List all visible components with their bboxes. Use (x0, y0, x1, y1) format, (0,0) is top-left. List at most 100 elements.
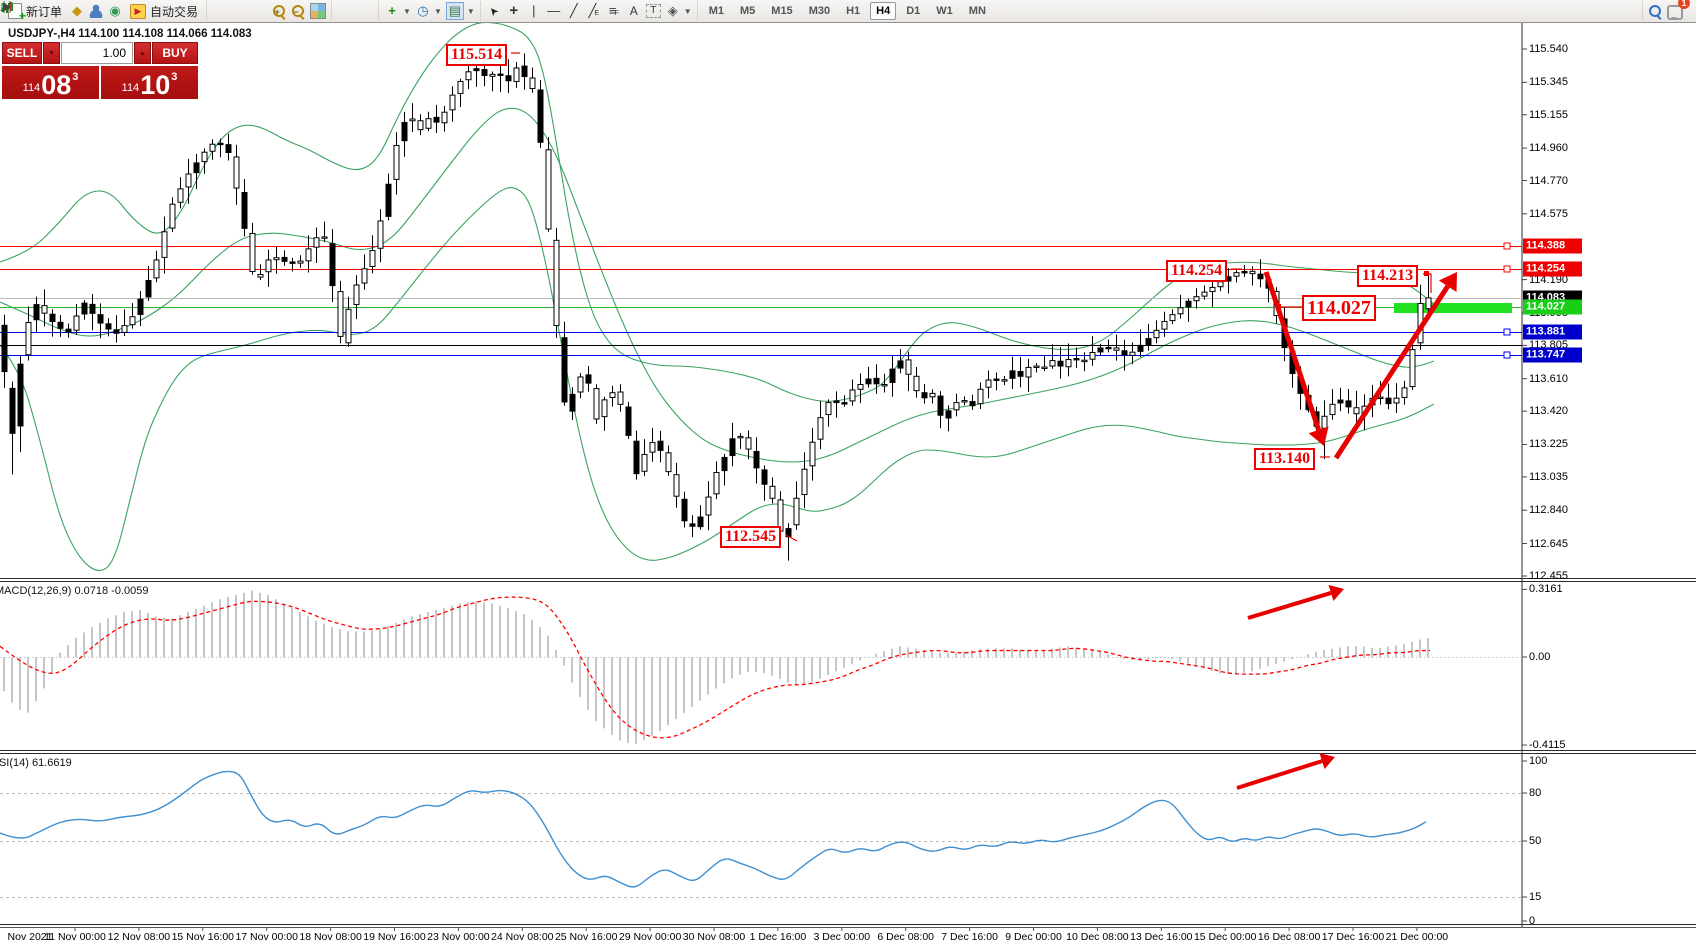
timeframe-MN[interactable]: MN (968, 5, 986, 17)
timeframe-W1[interactable]: W1 (936, 5, 953, 17)
volume-down-button[interactable]: ▼ (43, 42, 60, 64)
timeframe-M1[interactable]: M1 (708, 5, 724, 17)
new-order-button[interactable]: 新订单 (5, 2, 65, 23)
search-icon[interactable] (1648, 4, 1663, 19)
auto-scroll-icon[interactable] (4, 3, 373, 19)
arrow-shaft (1263, 271, 1321, 431)
price-annotation-label[interactable]: 113.140 (1254, 448, 1316, 470)
equidistant-channel-icon[interactable]: ╱ E (588, 3, 600, 18)
notification-badge: 1 (1678, 0, 1690, 9)
time-tick: 10 Dec 08:00 (1066, 931, 1129, 943)
timeframe-D1[interactable]: D1 (906, 5, 921, 17)
arrow-shaft (1236, 759, 1323, 790)
autotrade-icon: ▶ (130, 3, 147, 19)
time-tick: 6 Dec 08:00 (877, 931, 934, 943)
periods-clock-icon[interactable]: ◷ (417, 3, 429, 18)
time-tick: Nov 2021 (7, 931, 53, 943)
price-annotation-label[interactable]: 114.213 (1357, 265, 1419, 287)
sell-button[interactable]: SELL (2, 42, 42, 64)
trend-arrows[interactable] (1236, 271, 1457, 790)
buy-price-sup: 3 (171, 71, 178, 83)
price-tick: 112.455 (1529, 569, 1568, 582)
support-zone-bar[interactable] (1394, 303, 1512, 313)
bar-chart-icon[interactable] (2, 2, 228, 19)
text-icon[interactable]: A (629, 4, 638, 18)
price-badge: 114.388 (1523, 238, 1582, 254)
time-tick: 12 Nov 08:00 (107, 931, 171, 943)
shapes-icon[interactable]: ◈ (667, 3, 678, 18)
time-tick: 18 Nov 08:00 (299, 931, 362, 943)
gold-icon[interactable]: ◆ (72, 3, 83, 18)
time-tick: 9 Dec 00:00 (1005, 931, 1062, 943)
templates-caret-icon[interactable]: ▼ (466, 6, 475, 16)
periods-caret-icon[interactable]: ▼ (433, 6, 442, 16)
vertical-line-icon[interactable]: | (532, 3, 536, 18)
timeframe-H4[interactable]: H4 (870, 2, 897, 20)
price-annotation-label[interactable]: 112.545 (720, 526, 782, 548)
price-tick: 112.840 (1529, 504, 1568, 517)
volume-up-button[interactable]: ▲ (134, 42, 151, 64)
price-annotation-label[interactable]: 115.514 (446, 44, 508, 66)
zoom-in-icon[interactable]: + (272, 4, 287, 19)
price-tick: 112.645 (1529, 537, 1568, 550)
bollinger-middle (0, 107, 1435, 463)
time-tick: 16 Dec 08:00 (1257, 931, 1321, 943)
add-indicator-caret-icon[interactable]: ▼ (403, 6, 411, 16)
level-lines[interactable] (0, 242, 1522, 359)
arrow-shaft (1247, 591, 1332, 620)
arrow-head (1319, 753, 1335, 770)
time-tick: 3 Dec 00:00 (813, 931, 871, 943)
fibonacci-icon[interactable]: ≡ F (608, 3, 619, 18)
rsi-axis-label: 15 (1529, 891, 1542, 903)
community-icon[interactable] (89, 4, 104, 18)
arrow-head (1438, 272, 1457, 292)
timeframe-H1[interactable]: H1 (846, 5, 861, 17)
price-annotation-label[interactable]: 114.254 (1166, 260, 1228, 282)
pane-borders (0, 23, 1696, 928)
macd-label: MACD(12,26,9) 0.0718 -0.0059 (0, 585, 149, 597)
notifications-icon[interactable]: 1 (1667, 0, 1690, 20)
candle-chart-icon[interactable] (1, 1, 248, 19)
zoom-out-icon[interactable]: − (291, 4, 306, 19)
scroll-to-end-icon[interactable] (3, 3, 353, 19)
line-handle (1503, 265, 1511, 273)
timeframe-M30[interactable]: M30 (808, 5, 831, 17)
horizontal-line-icon[interactable]: — (547, 3, 561, 18)
tile-windows-icon[interactable] (310, 3, 327, 19)
price-badge: 113.747 (1523, 347, 1582, 363)
timeframe-M15[interactable]: M15 (771, 5, 793, 17)
rsi-axis-label: 0 (1529, 915, 1536, 927)
new-order-label: 新订单 (26, 4, 63, 19)
price-tick: 114.190 (1529, 273, 1568, 286)
price-tick: 113.035 (1529, 470, 1568, 483)
price-badge: 114.027 (1523, 299, 1582, 315)
autotrade-button[interactable]: ▶ 自动交易 (127, 2, 201, 21)
macd-axis-label: 0.3161 (1529, 583, 1563, 596)
sell-price-panel[interactable]: 114 08 3 (2, 66, 99, 99)
text-label-icon[interactable]: T (645, 4, 661, 18)
timeframe-M5[interactable]: M5 (740, 5, 756, 17)
buy-button[interactable]: BUY (152, 42, 198, 64)
signal-icon[interactable]: ◉ (109, 3, 121, 18)
volume-input[interactable]: 1.00 (61, 42, 133, 64)
buy-price-prefix: 114 (121, 82, 140, 94)
crosshair-icon[interactable]: + (509, 2, 519, 19)
add-indicator-icon[interactable]: + (388, 3, 396, 18)
time-tick: 23 Nov 00:00 (427, 931, 490, 943)
line-chart-icon[interactable] (0, 2, 268, 19)
shapes-caret-icon[interactable]: ▼ (683, 6, 692, 16)
macd-axis-label: -0.4115 (1529, 739, 1566, 752)
price-badge: 113.881 (1523, 324, 1582, 340)
price-annotation-label[interactable]: 114.027 (1302, 295, 1376, 321)
chat-bubble-icon (1667, 4, 1683, 20)
cursor-icon[interactable]: ➤ (486, 3, 502, 19)
time-tick: 21 Dec 00:00 (1385, 931, 1449, 943)
trendline-icon[interactable]: ╱ (569, 3, 578, 18)
buy-price-panel[interactable]: 114 10 3 (101, 66, 198, 99)
toolbar-group-tools: ➤ + | — ╱ ╱ E ≡ F A T ◈ ▼ (479, 1, 697, 21)
price-tick: 115.540 (1529, 43, 1568, 55)
timeframe-group: M1 M5 M15 M30 H1 H4 D1 W1 MN (696, 1, 997, 21)
price-tick: 114.770 (1529, 174, 1568, 187)
templates-icon[interactable]: ▤ (445, 2, 464, 20)
